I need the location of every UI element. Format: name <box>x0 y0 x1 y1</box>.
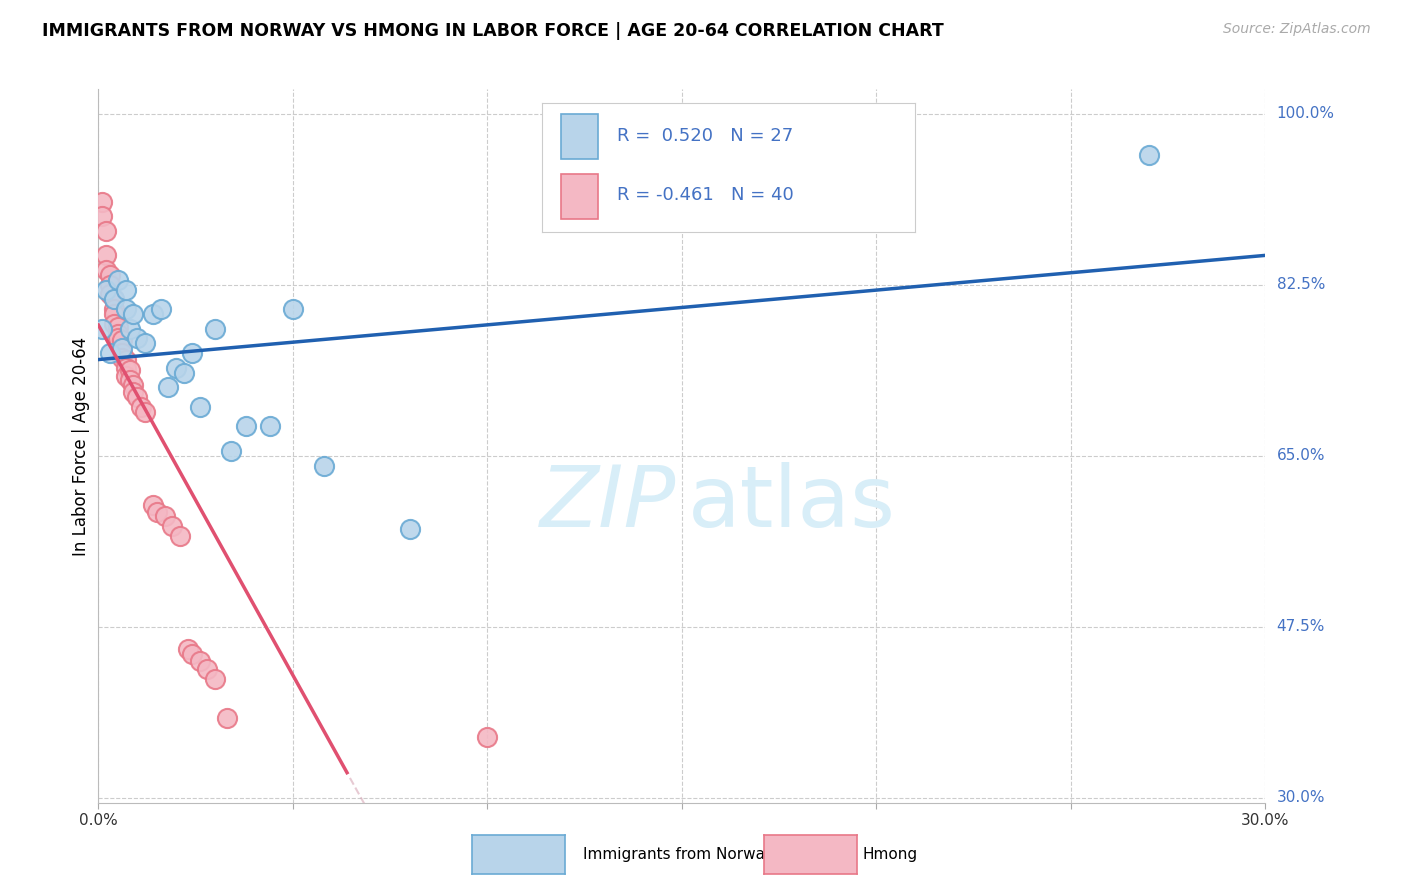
Point <box>188 400 211 414</box>
Text: 65.0%: 65.0% <box>1277 449 1324 463</box>
Point <box>177 642 200 657</box>
Text: 100.0%: 100.0% <box>1277 106 1334 121</box>
Point <box>118 321 141 335</box>
Point <box>173 366 195 380</box>
Point <box>477 731 499 745</box>
Point <box>127 390 149 404</box>
Point <box>312 458 335 473</box>
Y-axis label: In Labor Force | Age 20-64: In Labor Force | Age 20-64 <box>72 336 90 556</box>
Point <box>204 321 226 335</box>
Point <box>165 360 187 375</box>
Point <box>180 346 202 360</box>
Point <box>146 506 169 520</box>
Point <box>398 522 420 536</box>
Text: ZIP: ZIP <box>540 461 676 545</box>
Point <box>142 307 165 321</box>
Point <box>98 268 121 282</box>
Point <box>127 331 149 345</box>
Point <box>111 341 134 355</box>
Point <box>118 372 141 386</box>
Point <box>134 405 156 419</box>
Text: Hmong: Hmong <box>863 847 918 862</box>
Point <box>96 263 118 277</box>
Point <box>169 529 191 543</box>
Point <box>188 654 211 668</box>
Point <box>111 334 134 348</box>
Point <box>107 273 129 287</box>
Point <box>129 400 152 414</box>
Point <box>215 711 238 725</box>
Text: IMMIGRANTS FROM NORWAY VS HMONG IN LABOR FORCE | AGE 20-64 CORRELATION CHART: IMMIGRANTS FROM NORWAY VS HMONG IN LABOR… <box>42 22 943 40</box>
Point <box>122 307 145 321</box>
Point <box>98 277 121 292</box>
Point <box>91 194 114 209</box>
Point <box>153 509 176 524</box>
Point <box>98 287 121 301</box>
Point <box>111 351 134 365</box>
Point <box>96 283 118 297</box>
Point <box>103 293 125 307</box>
Point <box>142 498 165 512</box>
Text: atlas: atlas <box>688 461 896 545</box>
Text: Source: ZipAtlas.com: Source: ZipAtlas.com <box>1223 22 1371 37</box>
Point <box>281 302 304 317</box>
Point <box>118 363 141 377</box>
Point <box>96 248 118 262</box>
Point <box>122 385 145 400</box>
Text: 30.0%: 30.0% <box>1277 790 1324 805</box>
Point <box>114 353 136 368</box>
Text: Immigrants from Norway: Immigrants from Norway <box>582 847 773 862</box>
Point <box>103 302 125 317</box>
Point <box>180 647 202 661</box>
Point <box>204 672 226 686</box>
Point <box>195 662 218 676</box>
Point <box>91 321 114 335</box>
Point <box>259 419 281 434</box>
Point <box>107 319 129 334</box>
Point <box>96 224 118 238</box>
Point <box>111 346 134 360</box>
Point <box>134 336 156 351</box>
Point <box>91 209 114 223</box>
Text: 47.5%: 47.5% <box>1277 619 1324 634</box>
Point <box>235 419 257 434</box>
Point <box>1137 147 1160 161</box>
Point <box>114 360 136 375</box>
Point <box>103 307 125 321</box>
Point <box>149 302 172 317</box>
Point <box>157 380 180 394</box>
Point <box>114 302 136 317</box>
Point <box>114 368 136 383</box>
Text: 82.5%: 82.5% <box>1277 277 1324 293</box>
Point <box>219 443 242 458</box>
Point <box>114 283 136 297</box>
Point <box>98 346 121 360</box>
Point <box>122 378 145 392</box>
Point <box>107 331 129 345</box>
Point <box>107 326 129 341</box>
Point <box>162 519 184 533</box>
Point <box>103 293 125 307</box>
Point <box>103 317 125 331</box>
